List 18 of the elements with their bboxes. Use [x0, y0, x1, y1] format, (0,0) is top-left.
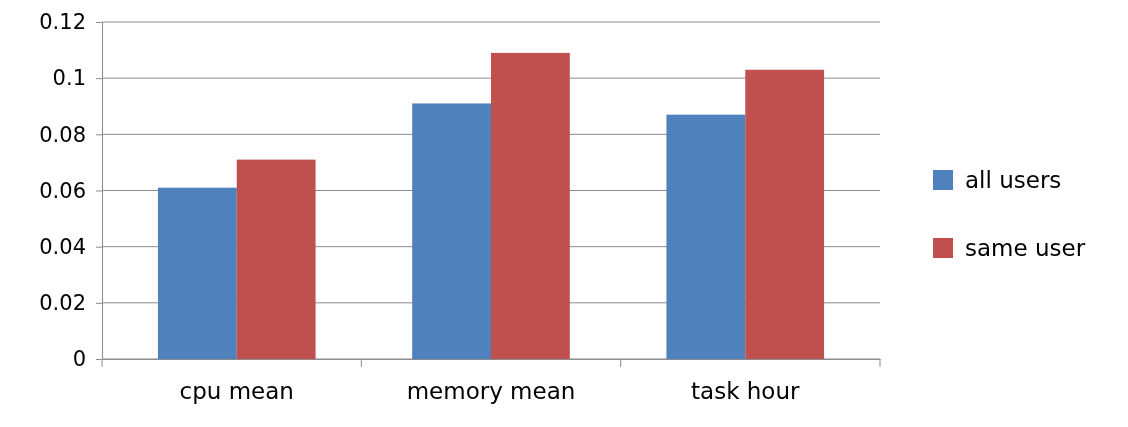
- legend-label: all users: [965, 167, 1062, 193]
- bar: [491, 52, 570, 359]
- y-tick-label: 0: [72, 347, 86, 372]
- y-tick-label: 0.02: [39, 291, 86, 316]
- bar: [157, 187, 237, 359]
- bar: [412, 103, 491, 359]
- x-tick-label: cpu mean: [179, 377, 294, 404]
- y-tick-label: 0.06: [39, 178, 86, 203]
- bar: [745, 69, 825, 359]
- x-tick-label: memory mean: [406, 377, 576, 404]
- y-tick-label: 0.04: [39, 234, 86, 259]
- legend-label: same user: [965, 235, 1086, 261]
- y-tick-label: 0.08: [39, 122, 86, 147]
- y-tick-label: 0.12: [39, 10, 86, 35]
- bar: [236, 159, 316, 359]
- bar: [666, 114, 746, 359]
- x-tick-label: task hour: [691, 377, 800, 404]
- y-tick-label: 0.1: [52, 66, 86, 91]
